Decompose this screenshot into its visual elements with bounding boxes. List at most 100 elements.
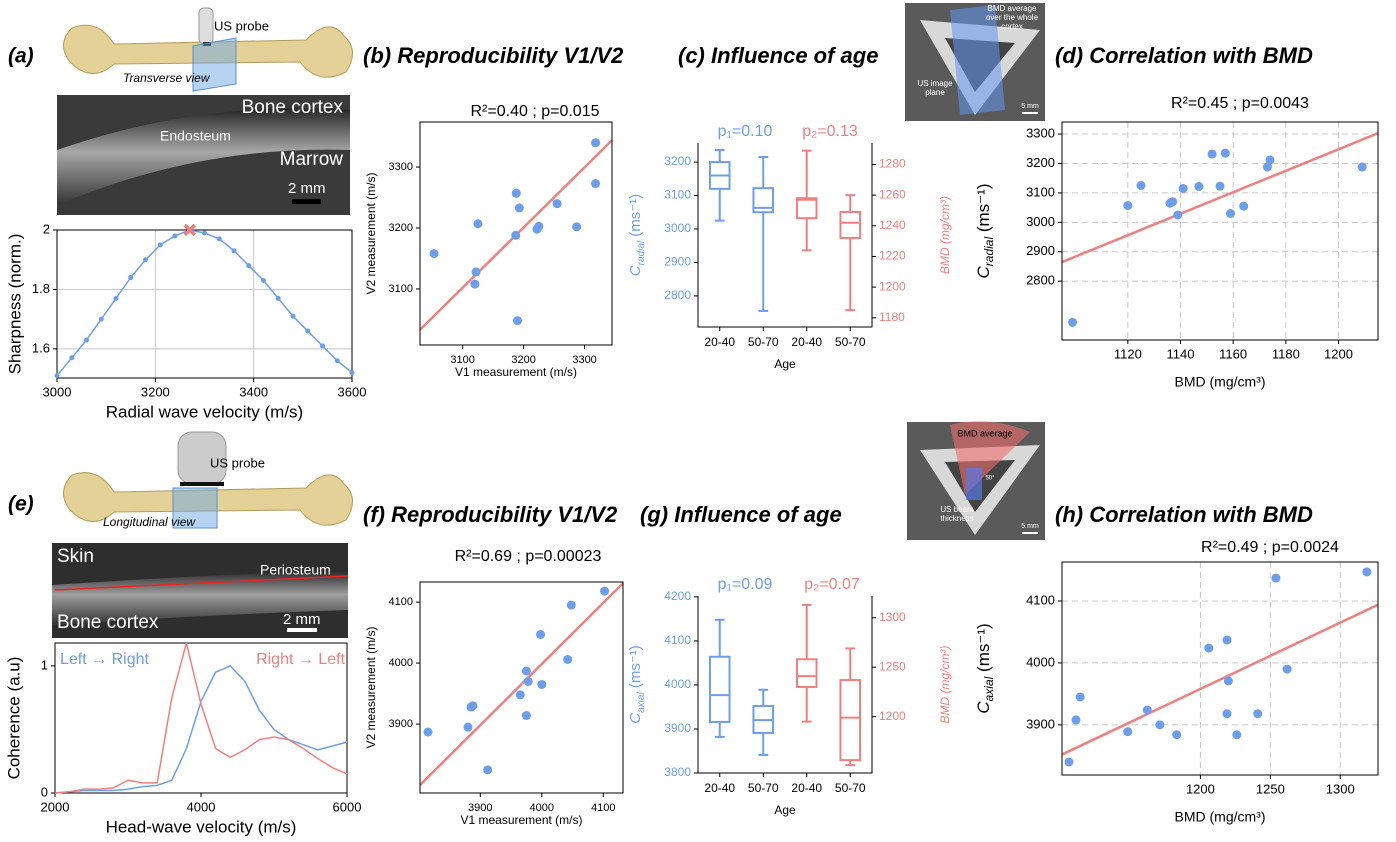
y-tick-label: 1 <box>41 657 48 672</box>
plot-frame <box>419 581 624 794</box>
data-point <box>511 188 521 198</box>
y-tick-label: 3900 <box>389 718 413 730</box>
data-point <box>1239 201 1249 211</box>
annotation: cortex <box>1001 22 1023 31</box>
plot-frame <box>1061 121 1379 341</box>
bone-illustration <box>63 431 353 529</box>
annotation: BMD average <box>988 4 1037 13</box>
statistics: R²=0.69 ; p=0.00023 <box>455 548 602 565</box>
annotation: US probe <box>210 455 265 470</box>
data-point <box>1282 664 1292 674</box>
annotation: Periosteum <box>260 562 331 578</box>
y-tick-label: 4100 <box>664 633 691 647</box>
y-axis-label: V2 measurement (m/s) <box>364 626 378 748</box>
legend-entry: Right → Left <box>256 651 345 668</box>
chart-title: (g) Influence of age <box>640 502 842 527</box>
data-point <box>468 701 478 711</box>
x-axis-label: BMD (mg/cm³) <box>1175 374 1266 390</box>
bone-illustration <box>63 7 353 92</box>
data-point <box>1068 317 1078 327</box>
data-point <box>521 711 531 721</box>
axis-spine <box>697 143 873 328</box>
data-point <box>202 230 207 236</box>
annotation: 2 mm <box>283 611 321 628</box>
y2-tick-label: 1260 <box>879 187 906 201</box>
y2-tick-label: 1280 <box>879 157 906 171</box>
data-point <box>471 267 481 277</box>
data-point <box>521 666 531 676</box>
data-point <box>261 278 266 284</box>
box <box>839 211 862 240</box>
chart-title: (b) Reproducibility V1/V2 <box>363 43 624 68</box>
data-point <box>349 370 355 376</box>
x-tick-label: 3900 <box>468 802 492 814</box>
panel-label: (a) <box>8 45 34 68</box>
plot-frame <box>419 121 613 346</box>
y-tick-label: 2800 <box>664 288 691 302</box>
x-tick-label: 50-70 <box>748 335 779 349</box>
x-axis-label: Age <box>774 803 796 817</box>
data-point <box>1142 705 1152 715</box>
x-tick-label: 1300 <box>1326 781 1355 796</box>
data-point <box>515 690 525 700</box>
y-tick-label: 3200 <box>1026 155 1055 170</box>
y-tick-label: 4100 <box>1026 592 1055 607</box>
y2-tick-label: 1240 <box>879 218 906 232</box>
data-point <box>54 373 60 379</box>
x-axis-label: BMD (mg/cm³) <box>1175 809 1266 825</box>
data-point <box>305 328 311 334</box>
data-point <box>1253 709 1263 719</box>
y2-axis-label: BMD (mg/cm³) <box>938 196 952 274</box>
y-tick-label: 3000 <box>664 221 691 235</box>
y-axis-label: Caxial (ms⁻¹) <box>627 645 647 724</box>
y2-tick-label: 1200 <box>879 709 906 723</box>
data-point <box>591 138 601 148</box>
data-point <box>275 295 281 301</box>
annotation: thickness <box>940 514 973 523</box>
y-tick-label: 2900 <box>664 255 691 269</box>
annotation: BMD average <box>957 428 1012 438</box>
data-point <box>1204 643 1214 653</box>
p-value: p₂=0.07 <box>804 576 860 593</box>
data-point <box>591 179 601 189</box>
data-point <box>536 629 546 639</box>
data-point <box>423 727 433 737</box>
annotation: Longitudinal view <box>103 515 196 529</box>
y-tick-label: 1.8 <box>32 281 50 296</box>
x-axis-label: V1 measurement (m/s) <box>460 813 582 827</box>
y-tick-label: 2900 <box>1026 243 1055 258</box>
annotation: 50° <box>985 476 995 482</box>
data-line <box>54 642 348 794</box>
data-point <box>84 337 89 343</box>
chart-title: (f) Reproducibility V1/V2 <box>363 502 618 527</box>
p-value: p₁=0.09 <box>718 576 773 593</box>
x-tick-label: 3100 <box>450 354 474 366</box>
y-axis-label-unit: (ms⁻¹) <box>627 645 644 692</box>
y-axis-label: Cradial (ms⁻¹) <box>627 194 647 276</box>
statistics: R²=0.49 ; p=0.0024 <box>1201 539 1339 556</box>
peak-marker <box>183 223 196 237</box>
fit-line <box>1061 603 1379 756</box>
x-axis-label: V1 measurement (m/s) <box>455 365 577 379</box>
data-point <box>572 222 582 232</box>
data-point <box>1155 720 1165 730</box>
y-tick-label: 4100 <box>389 596 413 608</box>
y-axis-label: Caxial (ms⁻¹) <box>974 623 996 713</box>
data-point <box>98 316 104 322</box>
y2-tick-label: 1220 <box>879 249 906 263</box>
annotation: Marrow <box>280 149 344 170</box>
y-axis-label-subscript: radial <box>636 240 647 265</box>
data-point <box>566 600 576 610</box>
data-point <box>563 654 573 664</box>
x-tick-label: 1120 <box>1114 346 1142 361</box>
data-point <box>1071 715 1081 725</box>
data-point <box>470 279 480 289</box>
x-tick-label: 1160 <box>1219 346 1247 361</box>
fit-line <box>419 582 624 786</box>
box <box>795 658 818 688</box>
data-point <box>1223 676 1233 686</box>
data-point <box>1123 201 1133 211</box>
data-line <box>56 229 353 377</box>
y-tick-label: 3200 <box>664 154 691 168</box>
